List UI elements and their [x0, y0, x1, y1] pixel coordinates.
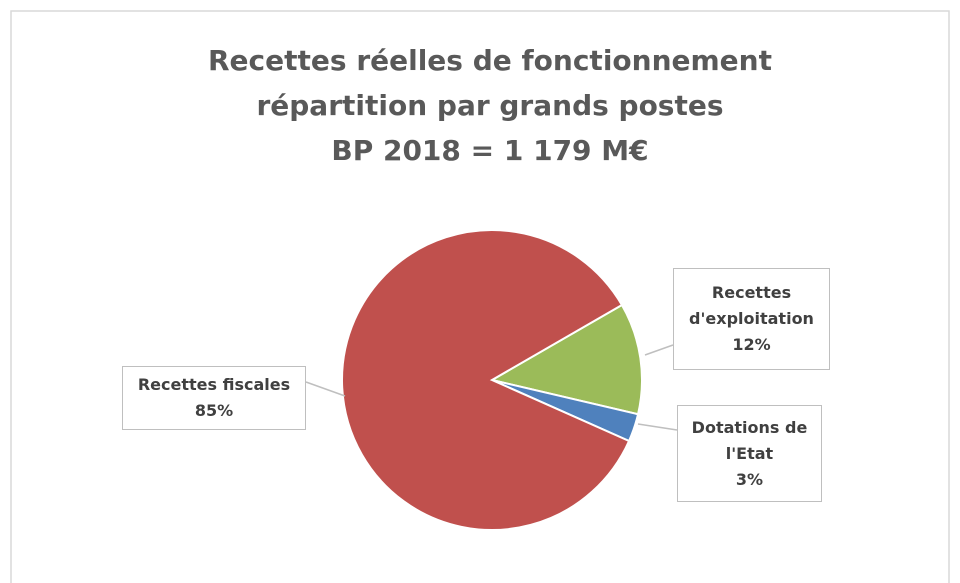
- label-text: 85%: [194, 401, 234, 420]
- label-text: 3%: [735, 469, 764, 489]
- data-label: Recettes fiscales 85%: [122, 366, 306, 430]
- pie-slice: [489, 303, 643, 416]
- chart-title: répartition par grands postes: [256, 89, 723, 122]
- chart-title: Recettes réelles de fonctionnement: [208, 44, 772, 77]
- label-text: 12%: [732, 335, 771, 354]
- leader-line: [644, 344, 674, 356]
- data-label: Recettes d'exploitation 12%: [673, 268, 830, 370]
- label-text: Recettes fiscales: [137, 375, 291, 394]
- chart-title: BP 2018 = 1 179 M€: [331, 134, 648, 167]
- leader-line: [637, 423, 678, 431]
- data-label: Dotations de l'Etat 3%: [677, 405, 822, 502]
- label-text: Dotations de l'Etat: [691, 417, 808, 463]
- label-text: Recettes d'exploitation: [689, 283, 814, 328]
- leader-line: [305, 381, 346, 397]
- pie-slice: [341, 229, 631, 531]
